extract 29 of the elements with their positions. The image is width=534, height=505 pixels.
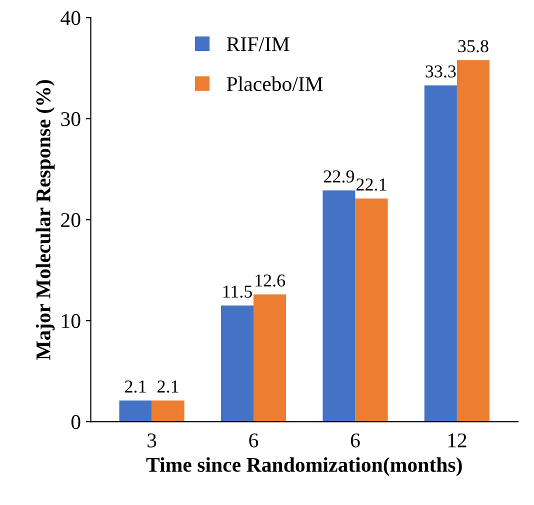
data-label: 22.1 xyxy=(356,178,386,191)
legend-label: Placebo/IM xyxy=(226,76,323,92)
x-tick-label: 12 xyxy=(448,433,466,448)
bar xyxy=(355,198,388,422)
data-label: 22.9 xyxy=(324,170,354,183)
bar xyxy=(152,400,184,422)
data-label: 33.3 xyxy=(426,65,456,78)
bar xyxy=(424,85,457,422)
x-axis-title: Time since Randomization(months) xyxy=(146,457,462,476)
data-label: 2.1 xyxy=(158,380,178,393)
bar xyxy=(322,190,356,422)
legend-label: RIF/IM xyxy=(226,37,290,52)
data-label: 2.1 xyxy=(125,380,146,393)
bar xyxy=(119,400,152,422)
data-label: 12.6 xyxy=(256,274,286,287)
y-axis-title: Major Molecular Response (%) xyxy=(36,80,55,360)
y-tick-label: 20 xyxy=(61,213,80,228)
data-label: 11.5 xyxy=(223,286,252,298)
bar xyxy=(456,60,490,422)
x-tick-label: 6 xyxy=(249,433,258,448)
x-tick-label: 3 xyxy=(148,433,156,448)
data-label: 35.8 xyxy=(458,40,488,52)
x-tick-label: 6 xyxy=(350,433,360,448)
y-tick-label: 0 xyxy=(71,415,80,430)
y-tick-label: 30 xyxy=(61,112,80,126)
bar xyxy=(254,294,286,422)
bar xyxy=(220,306,254,422)
y-tick-label: 40 xyxy=(60,11,80,26)
y-tick-label: 10 xyxy=(62,314,80,328)
